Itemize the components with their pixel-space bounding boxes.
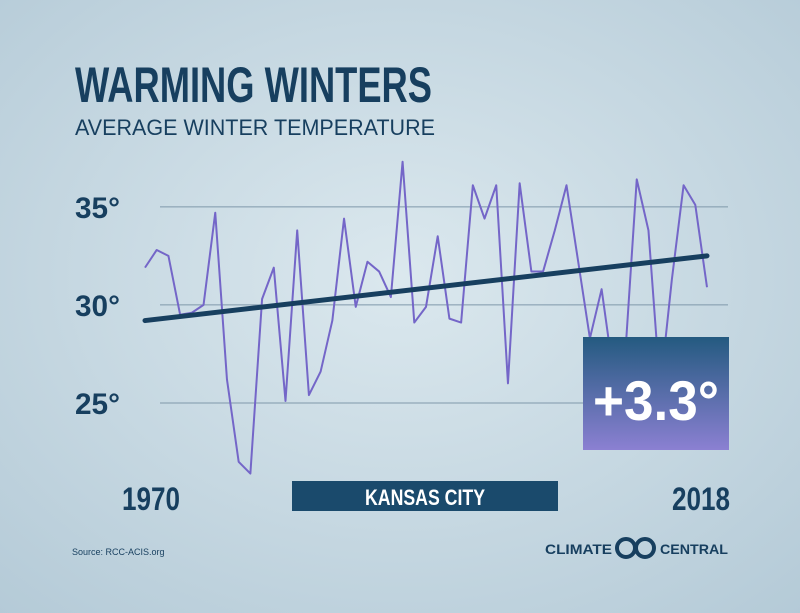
logo-text: CLIMATE [545, 541, 612, 557]
location-box [292, 481, 558, 511]
annotation-box [583, 337, 729, 450]
trend-line [142, 253, 710, 324]
chart-subtitle: AVERAGE WINTER TEMPERATURE [75, 115, 435, 140]
y-tick-label: 25° [75, 388, 120, 421]
source: Source: RCC-ACIS.org [72, 547, 165, 557]
y-tick-label: 30° [75, 290, 120, 323]
location-label: KANSAS CITY [365, 485, 485, 510]
logo-icon [634, 537, 656, 559]
chart-title: WARMING WINTERS [75, 57, 432, 113]
x-tick-label: 2018 [672, 481, 730, 517]
logo-text: CENTRAL [660, 541, 728, 557]
annotation: +3.3° [593, 369, 719, 432]
x-tick-label: 1970 [122, 481, 180, 517]
y-tick-label: 35° [75, 192, 120, 225]
